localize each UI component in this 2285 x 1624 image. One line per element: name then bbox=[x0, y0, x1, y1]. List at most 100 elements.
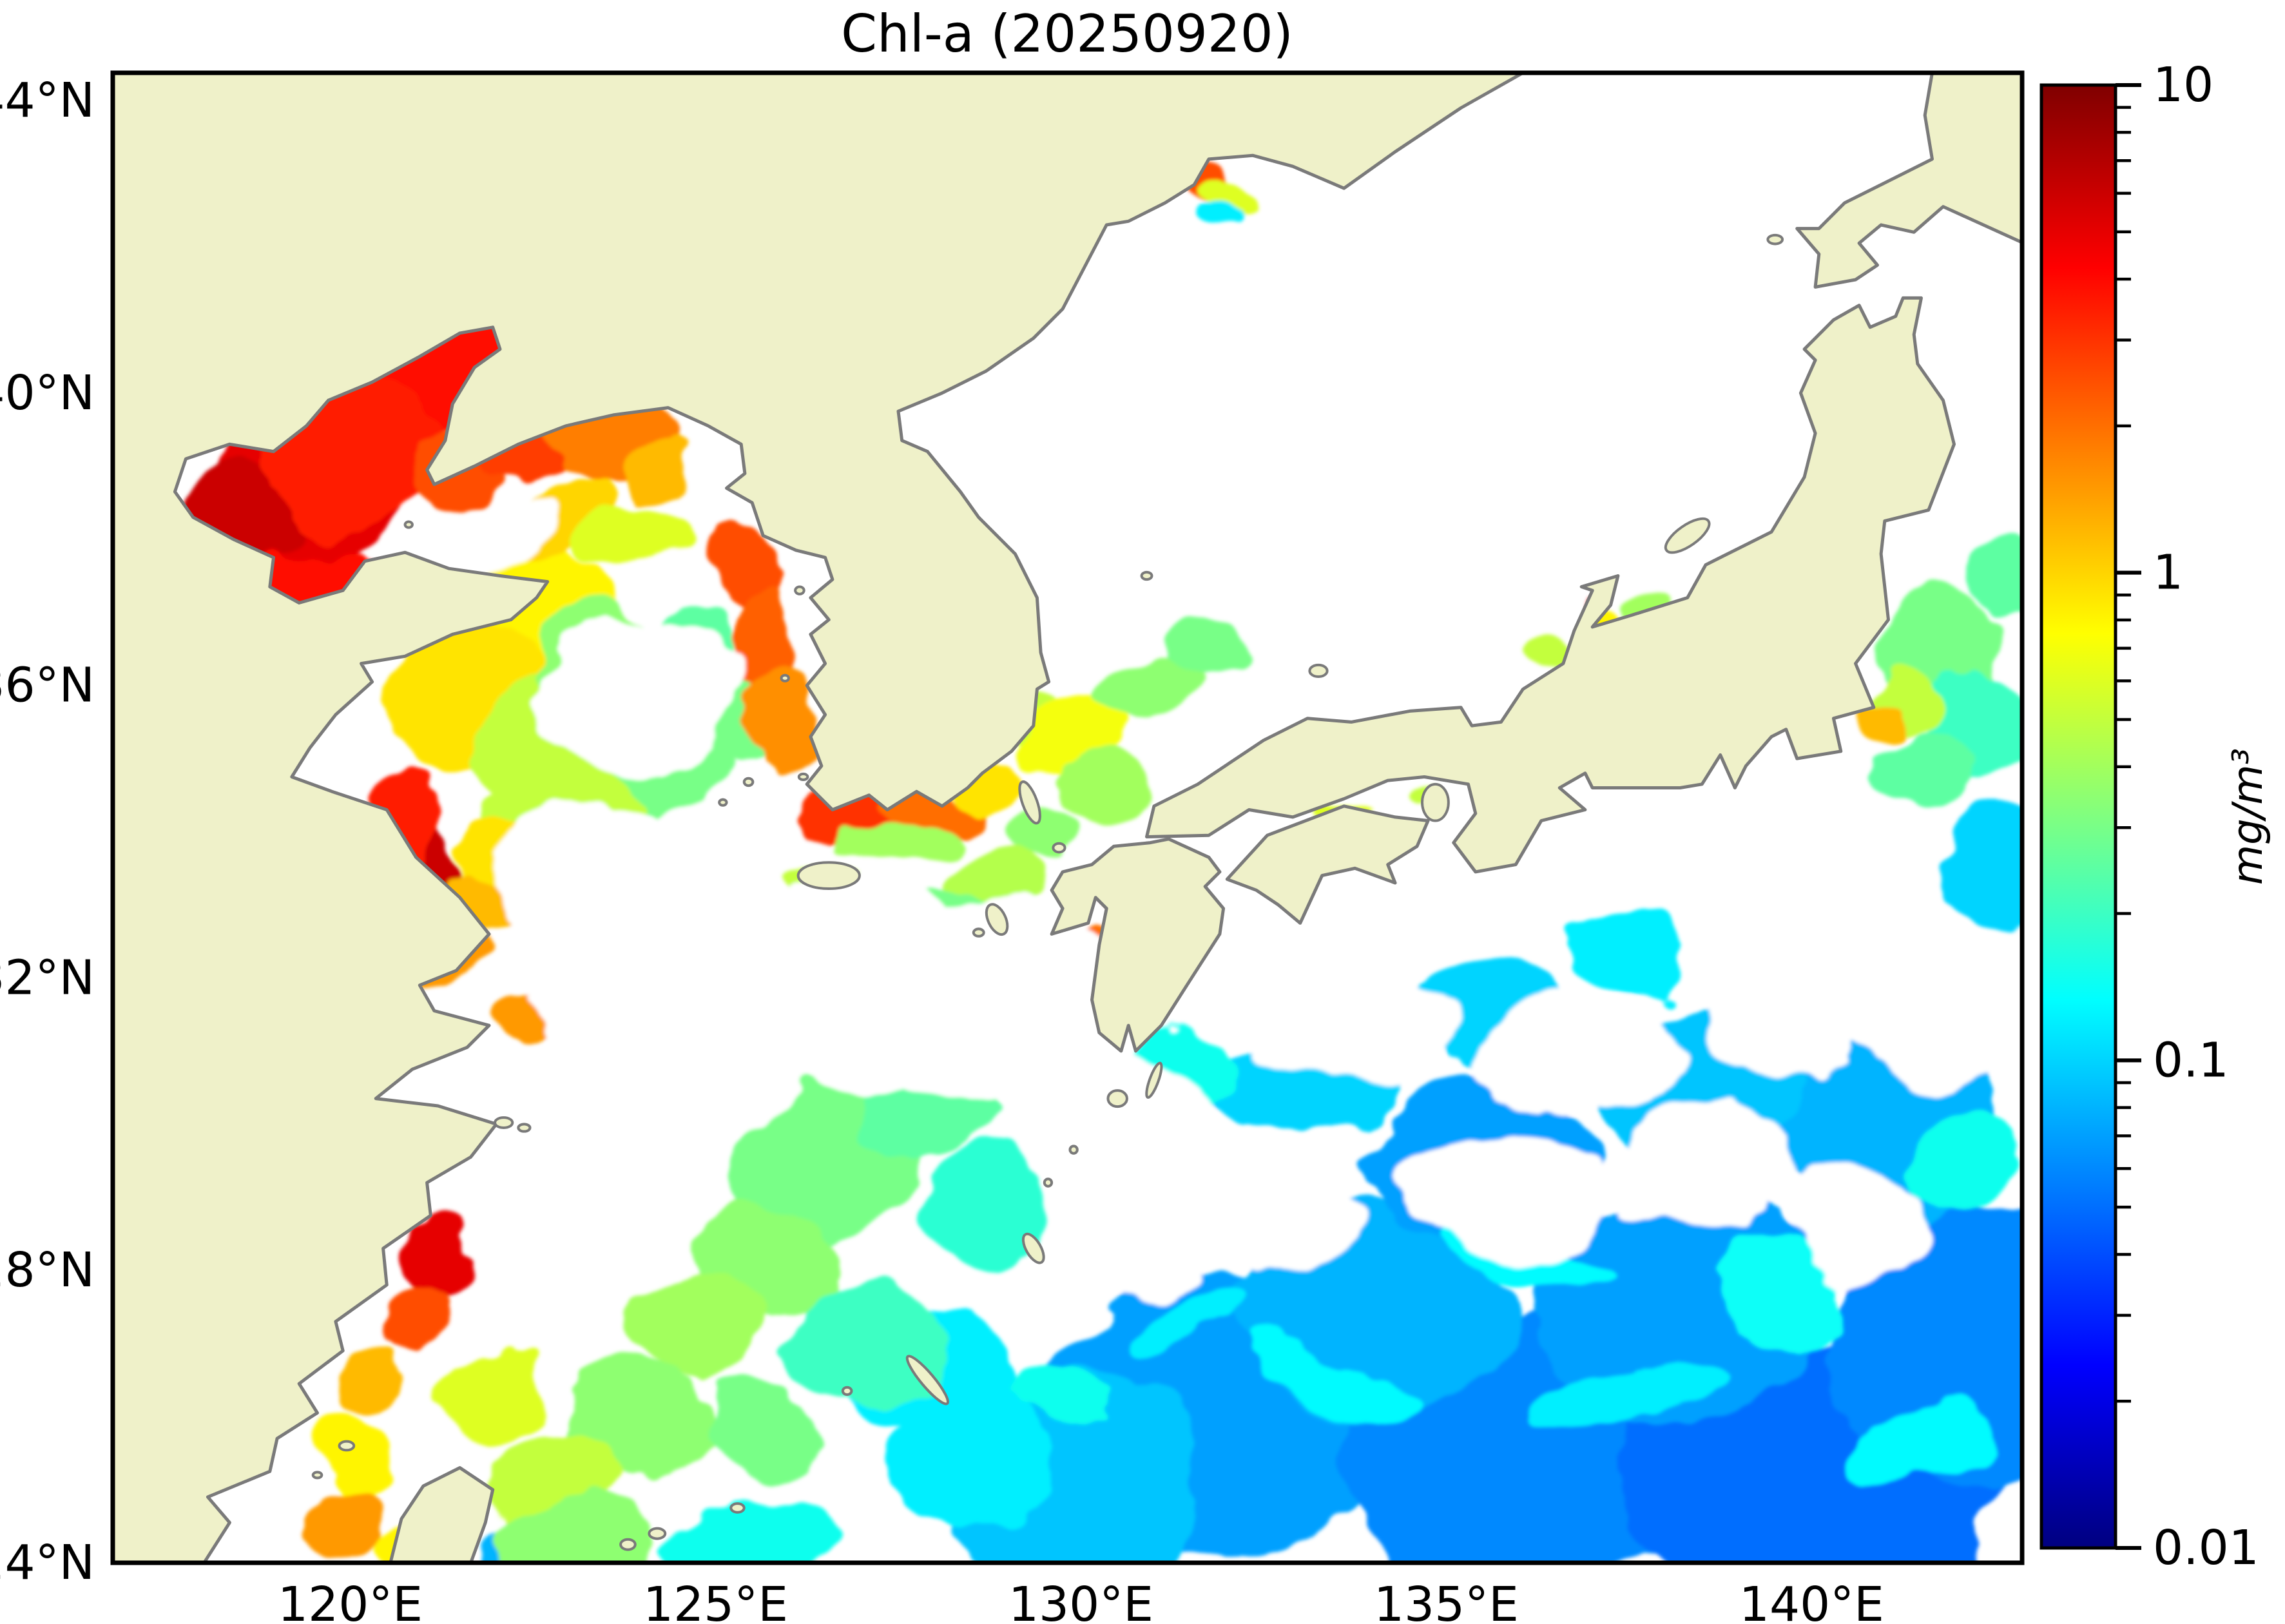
lon-tick-label: 125°E bbox=[643, 1577, 788, 1624]
cloud-gap bbox=[1212, 1175, 1374, 1263]
island bbox=[742, 777, 755, 788]
chl-data-patch bbox=[1253, 1341, 1420, 1419]
colorbar-gradient bbox=[2039, 83, 2117, 1550]
island bbox=[1421, 782, 1450, 822]
cloud-gap bbox=[854, 904, 1132, 1110]
island bbox=[1766, 233, 1784, 246]
island bbox=[311, 1471, 323, 1480]
island bbox=[905, 1355, 949, 1406]
lat-tick-label: 28°N bbox=[0, 1242, 95, 1298]
island bbox=[1106, 1089, 1128, 1108]
cloud-gap bbox=[1621, 1102, 1797, 1234]
chl-data-patch bbox=[511, 1496, 657, 1563]
island bbox=[1018, 780, 1041, 825]
chl-data-patch bbox=[313, 1424, 387, 1497]
cloud-gap bbox=[1030, 1050, 1220, 1197]
chl-data-patch bbox=[700, 517, 775, 605]
island bbox=[797, 772, 809, 782]
colorbar-tick-label: 1 bbox=[2153, 545, 2183, 601]
cloud-gap bbox=[1862, 927, 2022, 1088]
island bbox=[1308, 663, 1329, 679]
cloud-gap bbox=[1271, 985, 1447, 1088]
chl-data-patch bbox=[1899, 1116, 2016, 1205]
cloud-gap bbox=[540, 612, 745, 773]
island bbox=[619, 1538, 637, 1551]
land-layer bbox=[113, 73, 2022, 1563]
figure-title: Chl-a (20250920) bbox=[841, 4, 1293, 64]
island bbox=[794, 585, 805, 595]
island bbox=[1021, 1232, 1045, 1264]
chl-data-patch bbox=[1870, 729, 1972, 817]
lat-tick-label: 40°N bbox=[0, 365, 95, 421]
chl-data-patch bbox=[1972, 532, 2022, 620]
colorbar-tick-label: 10 bbox=[2153, 57, 2213, 113]
island bbox=[403, 520, 414, 529]
cloud-gap bbox=[1782, 1168, 1929, 1285]
landmass-shikoku bbox=[1225, 804, 1430, 925]
island bbox=[796, 861, 861, 891]
colorbar-unit-label: mg/m³ bbox=[2224, 748, 2272, 885]
lat-tick-label: 36°N bbox=[0, 658, 95, 713]
island bbox=[972, 927, 985, 938]
chl-data-patch bbox=[1095, 663, 1184, 722]
landmass-kyushu bbox=[1050, 837, 1226, 1053]
chl-data-patch bbox=[1570, 912, 1688, 1000]
chl-data-patch bbox=[621, 429, 709, 503]
colorbar-tick-labels: 10 1 0.1 0.01 bbox=[2153, 57, 2259, 1576]
island bbox=[841, 1386, 853, 1397]
chlorophyll-field-layer bbox=[182, 162, 2022, 1563]
chl-data-patch bbox=[788, 1284, 935, 1402]
island bbox=[1145, 1061, 1163, 1099]
chl-data-patch bbox=[1936, 809, 2022, 927]
chl-data-patch bbox=[418, 1212, 473, 1299]
cloud-gap bbox=[1483, 1000, 1688, 1117]
lon-tick-label: 135°E bbox=[1374, 1577, 1519, 1624]
chl-data-patch bbox=[1059, 759, 1147, 817]
island bbox=[1664, 517, 1711, 554]
cloud-gap bbox=[1396, 1129, 1614, 1251]
island bbox=[1043, 1177, 1054, 1188]
island bbox=[1140, 570, 1153, 581]
longitude-axis: 120°E 125°E 130°E 135°E 140°E bbox=[278, 1577, 1884, 1624]
chl-data-patch bbox=[744, 678, 818, 781]
map-axes-border bbox=[110, 70, 2025, 1565]
island bbox=[718, 798, 728, 807]
latitude-axis: 44°N 40°N 36°N 32°N 28°N 24°N bbox=[0, 73, 95, 1590]
landmass-mainland bbox=[113, 73, 1525, 1563]
chl-data-patch bbox=[1161, 637, 1235, 690]
chl-data-patch bbox=[430, 1351, 548, 1439]
lat-tick-label: 24°N bbox=[0, 1535, 95, 1590]
chl-data-patch bbox=[730, 583, 789, 701]
island bbox=[729, 1502, 746, 1514]
lon-tick-label: 140°E bbox=[1739, 1577, 1884, 1624]
cloud-gap bbox=[1694, 934, 1885, 1081]
chl-data-patch bbox=[1121, 1289, 1260, 1354]
landmass-taiwan bbox=[389, 1466, 495, 1563]
chl-data-patch bbox=[1523, 1354, 1735, 1435]
landmass-hokkaido bbox=[1795, 73, 2022, 289]
chl-data-patch bbox=[1201, 199, 1239, 229]
island bbox=[1068, 1145, 1079, 1155]
cloud-gap bbox=[1081, 1212, 1213, 1300]
island bbox=[338, 1440, 356, 1452]
chl-data-patch bbox=[664, 1504, 840, 1563]
chl-data-patch bbox=[1853, 1412, 1989, 1494]
island bbox=[780, 673, 790, 682]
island bbox=[985, 903, 1009, 936]
island bbox=[648, 1527, 667, 1540]
chl-data-patch bbox=[1009, 1368, 1123, 1421]
chl-data-patch bbox=[635, 1270, 767, 1387]
landmass-honshu bbox=[1145, 296, 1956, 874]
colorbar: 10 1 0.1 0.01 mg/m³ bbox=[2039, 57, 2272, 1576]
colorbar-ticks bbox=[2116, 83, 2141, 1550]
chl-data-patch bbox=[569, 503, 687, 576]
chl-data-patch bbox=[349, 1351, 410, 1424]
colorbar-tick-label: 0.1 bbox=[2153, 1032, 2229, 1088]
chl-data-patch bbox=[840, 817, 957, 861]
chl-data-patch bbox=[1527, 641, 1571, 671]
lon-tick-label: 120°E bbox=[278, 1577, 423, 1624]
chl-data-patch bbox=[1017, 697, 1130, 777]
chl-data-patch bbox=[389, 1285, 443, 1358]
island bbox=[1052, 842, 1066, 854]
